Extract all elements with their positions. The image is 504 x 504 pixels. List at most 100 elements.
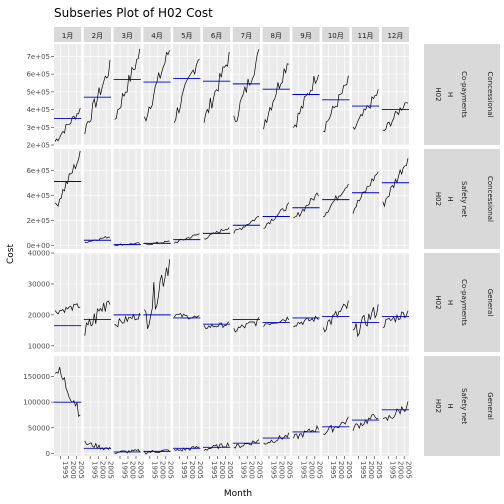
- y-axis-title: Cost: [6, 244, 16, 264]
- y-tick-label: 3e+05: [26, 124, 50, 132]
- y-tick-label: 150000: [23, 373, 50, 381]
- panel: [322, 253, 350, 352]
- panel: [352, 44, 380, 145]
- panel: [203, 149, 231, 249]
- panel: [232, 253, 260, 352]
- row-strip-label: H: [446, 196, 454, 201]
- x-tick-label: 2005: [286, 461, 294, 479]
- panel: [322, 149, 350, 249]
- panel: [292, 356, 320, 456]
- panel: [113, 149, 141, 249]
- row-strip-label: General: [486, 392, 494, 420]
- y-tick-label: 10000: [28, 342, 50, 350]
- x-tick-label: 2005: [226, 461, 234, 479]
- y-tick-label: 4e+05: [26, 106, 50, 114]
- series-line: [114, 48, 141, 120]
- y-tick-label: 2e+05: [26, 142, 50, 150]
- row-strip: [424, 356, 500, 456]
- month-strip: [173, 27, 201, 42]
- series-line: [233, 317, 260, 333]
- row-strip-label: General: [486, 289, 494, 317]
- x-tick-label: 2005: [107, 461, 115, 479]
- month-strip-label: 2月: [92, 32, 103, 40]
- x-tick-label: 1995: [121, 461, 129, 479]
- series-line: [144, 449, 170, 455]
- row-strip-label: H: [446, 92, 454, 97]
- x-tick-label: 2005: [196, 461, 204, 479]
- series-line: [352, 89, 379, 130]
- y-tick-label: 50000: [28, 424, 50, 432]
- x-tick-label: 2000: [367, 461, 375, 479]
- series-line: [144, 240, 170, 246]
- series-line: [233, 439, 260, 449]
- panel: [54, 253, 82, 352]
- panel: [352, 356, 380, 456]
- x-tick-label: 1995: [61, 461, 69, 479]
- x-tick-label: 2005: [256, 461, 264, 479]
- month-strip: [232, 27, 260, 42]
- month-strip-label: 4月: [151, 32, 162, 40]
- series-line: [382, 310, 409, 328]
- panel: [173, 149, 201, 249]
- series-line: [263, 432, 290, 445]
- row-strip-label: H02: [434, 87, 442, 101]
- month-strip: [322, 27, 350, 42]
- x-tick-label: 2005: [77, 461, 85, 479]
- row-strip-label: Concessional: [486, 176, 494, 222]
- series-line: [173, 233, 200, 244]
- series-line: [263, 63, 289, 130]
- x-tick-label: 2000: [129, 461, 137, 479]
- series-line: [203, 321, 230, 329]
- month-strip: [292, 27, 320, 42]
- panel: [232, 356, 260, 456]
- y-tick-label: 7e+05: [26, 53, 50, 61]
- series-line: [293, 192, 319, 219]
- series-line: [323, 183, 349, 218]
- row-strip-label: Co-payments: [460, 279, 468, 326]
- x-tick-label: 2000: [99, 461, 107, 479]
- month-strip-label: 3月: [121, 32, 132, 40]
- series-line: [233, 216, 260, 234]
- x-tick-label: 1995: [240, 461, 248, 479]
- panel: [173, 44, 201, 145]
- series-line: [323, 75, 349, 132]
- series-line: [54, 108, 81, 142]
- x-tick-label: 2000: [307, 461, 315, 479]
- x-tick-label: 1995: [329, 461, 337, 479]
- row-strip-label: H: [446, 403, 454, 408]
- x-axis-title: Month: [224, 489, 252, 499]
- series-line: [54, 303, 81, 315]
- x-tick-label: 2000: [188, 461, 196, 479]
- y-tick-label: 0: [46, 450, 50, 458]
- panel: [203, 356, 231, 456]
- series-line: [114, 312, 141, 328]
- series-line: [293, 315, 319, 328]
- panel: [322, 356, 350, 456]
- month-strip-label: 10月: [328, 32, 344, 40]
- panel: [232, 149, 260, 249]
- x-tick-label: 1995: [359, 461, 367, 479]
- series-line: [173, 58, 200, 124]
- month-strips: 1月 2月 3月 4月 5月 6月 7月 8月 9月 10月 11月 12月: [54, 27, 409, 42]
- panel: [322, 44, 350, 145]
- panel: [381, 356, 409, 456]
- row-strip: [424, 149, 500, 249]
- series-line: [352, 304, 379, 338]
- row-strip-label: H02: [434, 192, 442, 206]
- month-strip-label: 5月: [181, 32, 192, 40]
- row-strip-label: H: [446, 300, 454, 305]
- month-strip: [262, 27, 290, 42]
- panel: [143, 44, 171, 145]
- panel: [173, 253, 201, 352]
- x-tick-label: 2000: [278, 461, 286, 479]
- series-line: [352, 171, 379, 214]
- x-tick-label: 2000: [397, 461, 405, 479]
- x-tick-label: 2005: [405, 461, 413, 479]
- row-strip-label: Co-payments: [460, 71, 468, 118]
- x-tick-label: 2000: [337, 461, 345, 479]
- series-line: [322, 300, 349, 333]
- month-strip-label: 1月: [62, 32, 73, 40]
- chart-title: Subseries Plot of H02 Cost: [54, 6, 213, 20]
- month-strip-label: 8月: [270, 32, 281, 40]
